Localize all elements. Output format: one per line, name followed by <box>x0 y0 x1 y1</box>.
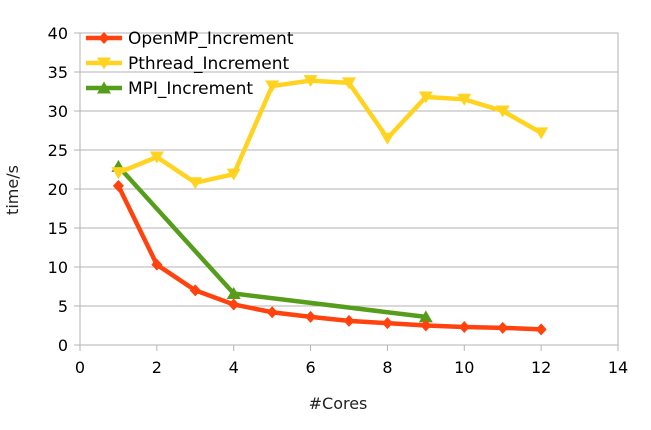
data-point <box>226 287 241 300</box>
data-point <box>497 321 509 334</box>
data-point <box>535 323 547 336</box>
data-point <box>188 177 203 190</box>
y-tick-label: 35 <box>48 63 68 82</box>
x-tick-label: 8 <box>382 358 392 377</box>
data-point <box>380 132 395 145</box>
data-point <box>265 80 280 93</box>
data-point <box>151 258 163 271</box>
x-tick-label: 6 <box>305 358 315 377</box>
y-tick-label: 5 <box>58 297 68 316</box>
data-point <box>266 306 278 319</box>
legend-label: MPI_Increment <box>128 79 253 99</box>
x-tick-label: 0 <box>75 358 85 377</box>
data-point <box>457 93 472 106</box>
data-point <box>534 127 549 140</box>
legend: OpenMP_Increment Pthread_Increment MPI_Inc… <box>86 29 294 99</box>
x-tick-label: 2 <box>152 358 162 377</box>
series-Pthread_Increment <box>111 75 549 190</box>
y-tick-label: 20 <box>48 180 68 199</box>
y-axis-label: time/s <box>3 165 22 215</box>
legend-label: Pthread_Increment <box>128 54 289 74</box>
data-point <box>420 319 432 332</box>
y-tick-label: 40 <box>48 24 68 43</box>
x-tick-label: 10 <box>454 358 474 377</box>
y-tick-label: 30 <box>48 102 68 121</box>
legend-label: OpenMP_Increment <box>128 29 294 49</box>
x-tick-label: 12 <box>531 358 551 377</box>
y-tick-label: 10 <box>48 258 68 277</box>
series-line <box>116 184 542 332</box>
y-tick-label: 15 <box>48 219 68 238</box>
series-MPI_Increment <box>111 159 433 323</box>
x-axis-label: #Cores <box>309 394 368 413</box>
data-point <box>226 168 241 181</box>
axes <box>74 32 619 351</box>
series-OpenMP_Increment <box>112 179 547 336</box>
data-point <box>343 314 355 327</box>
series-line <box>117 78 543 186</box>
data-point <box>342 77 356 90</box>
data-point <box>303 75 318 88</box>
legend-marker <box>98 32 110 44</box>
data-point <box>112 179 124 192</box>
y-tick-labels: 0 5 10 15 20 25 30 35 40 <box>48 24 68 355</box>
x-tick-labels: 0 2 4 6 8 10 12 14 <box>75 358 628 377</box>
data-point <box>495 105 510 118</box>
y-tick-label: 0 <box>58 336 68 355</box>
data-point <box>418 310 433 323</box>
y-tick-label: 25 <box>48 141 68 160</box>
data-point <box>111 167 126 180</box>
legend-item: MPI_Increment <box>86 79 253 99</box>
legend-item: Pthread_Increment <box>86 54 289 74</box>
legend-marker <box>97 57 111 70</box>
data-point <box>149 151 164 164</box>
x-tick-label: 14 <box>608 358 628 377</box>
data-point <box>418 91 433 104</box>
x-tick-label: 4 <box>229 358 239 377</box>
data-point <box>228 298 240 311</box>
data-point <box>189 284 201 297</box>
series-layer <box>111 75 549 336</box>
legend-marker <box>97 81 111 94</box>
data-point <box>305 310 317 323</box>
legend-item: OpenMP_Increment <box>86 29 294 49</box>
data-point <box>458 321 470 334</box>
data-point <box>381 317 393 330</box>
